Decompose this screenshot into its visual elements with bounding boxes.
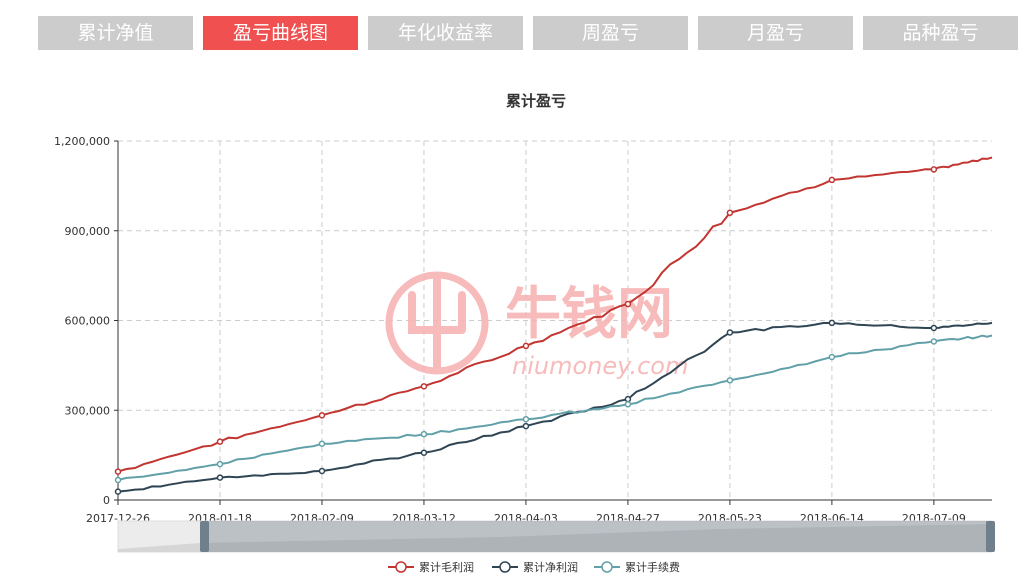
- y-tick-label: 600,000: [65, 315, 111, 328]
- y-tick-label: 900,000: [65, 225, 111, 238]
- series-point: [930, 166, 938, 173]
- zoom-preview: [118, 524, 992, 552]
- y-tick-label: 0: [103, 494, 110, 507]
- series-point: [114, 468, 122, 475]
- series-point: [216, 460, 224, 468]
- data-zoom-slider[interactable]: [117, 520, 995, 553]
- zoom-handle-right[interactable]: [986, 521, 995, 552]
- zoom-handle-left[interactable]: [200, 521, 209, 552]
- legend-marker-icon[interactable]: [499, 561, 511, 573]
- tab-monthly-pnl[interactable]: 月盈亏: [698, 16, 853, 50]
- legend-marker-icon[interactable]: [395, 561, 407, 573]
- tab-instrument-pnl[interactable]: 品种盈亏: [863, 16, 1018, 50]
- series-point: [522, 415, 530, 423]
- watermark-domain: niumoney.com: [512, 352, 688, 380]
- series-point: [216, 438, 224, 445]
- y-tick-label: 1,200,000: [54, 135, 110, 148]
- series-point: [318, 440, 326, 448]
- series-point: [726, 329, 734, 336]
- watermark-brand: 牛钱网: [505, 282, 673, 347]
- series-point: [624, 395, 632, 403]
- series-point: [828, 176, 836, 184]
- series-point: [318, 467, 326, 475]
- series-point: [114, 476, 122, 484]
- chart-legend: 累计毛利润 累计净利润 累计手续费: [388, 560, 680, 573]
- chart-series: [114, 156, 993, 495]
- tab-weekly-pnl[interactable]: 周盈亏: [533, 16, 688, 50]
- series-point: [930, 338, 938, 345]
- y-tick-label: 300,000: [65, 404, 111, 417]
- series-point: [828, 319, 836, 327]
- watermark: 牛钱网 niumoney.com: [385, 271, 688, 380]
- tab-bar: 累计净值 盈亏曲线图 年化收益率 周盈亏 月盈亏 品种盈亏: [38, 16, 1018, 50]
- series-line: [117, 321, 993, 493]
- tab-cumulative-nav[interactable]: 累计净值: [38, 16, 193, 50]
- chart-grid: [118, 140, 992, 500]
- series-point: [216, 474, 224, 481]
- watermark-logo-mark: [408, 276, 466, 372]
- series-point: [522, 422, 530, 430]
- zoom-selection[interactable]: [205, 521, 989, 552]
- series-point: [726, 209, 734, 217]
- series-line: [117, 334, 993, 481]
- legend-marker-icon[interactable]: [601, 561, 613, 573]
- legend-label[interactable]: 累计毛利润: [419, 560, 474, 573]
- series-point: [420, 430, 428, 438]
- series-point: [624, 401, 632, 408]
- legend-label[interactable]: 累计手续费: [625, 560, 680, 573]
- series-point: [318, 412, 326, 419]
- series-point: [420, 449, 428, 456]
- tab-pnl-curve[interactable]: 盈亏曲线图: [203, 16, 358, 50]
- legend-label[interactable]: 累计净利润: [523, 560, 578, 573]
- series-point: [420, 383, 428, 390]
- series-point: [522, 342, 530, 350]
- series-point: [828, 353, 836, 361]
- series-point: [114, 488, 122, 495]
- series-point: [930, 324, 938, 332]
- chart-title: 累计盈亏: [506, 92, 566, 110]
- series-point: [726, 377, 734, 384]
- series-line: [117, 156, 993, 473]
- series-point: [624, 300, 632, 308]
- tab-annualized-return[interactable]: 年化收益率: [368, 16, 523, 50]
